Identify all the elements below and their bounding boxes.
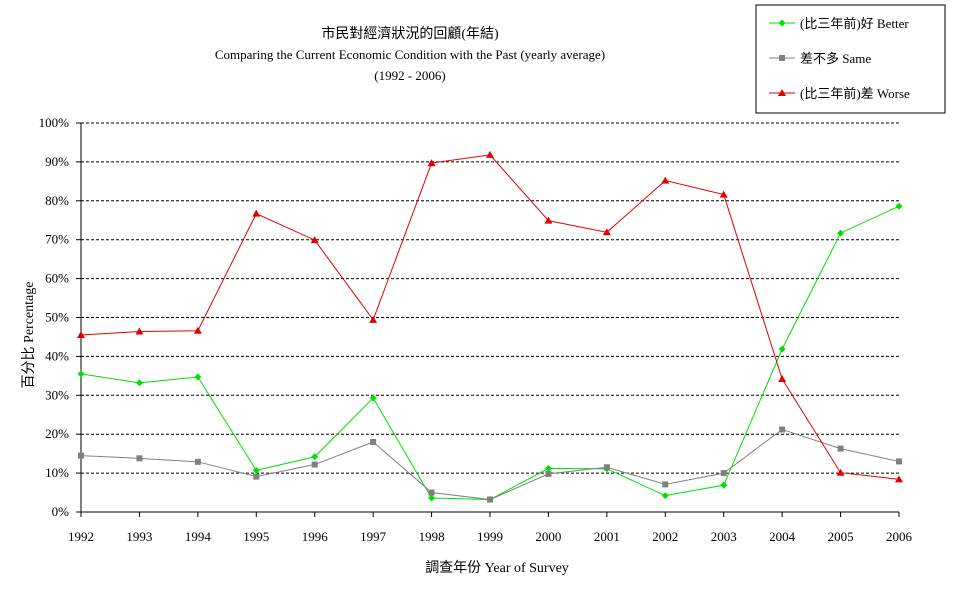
y-tick-label: 70% [45, 232, 69, 247]
data-point [895, 202, 903, 210]
data-point [194, 373, 202, 381]
chart-subtitle: Comparing the Current Economic Condition… [215, 47, 605, 62]
series-layer [77, 150, 903, 504]
series-1 [77, 202, 903, 504]
x-tick-label: 2005 [828, 529, 854, 544]
data-point [719, 190, 728, 198]
series-line [80, 205, 900, 501]
x-tick-label: 1992 [68, 529, 94, 544]
data-point [369, 394, 377, 402]
x-tick-label: 2003 [711, 529, 737, 544]
legend-item: (比三年前)差 Worse [769, 86, 910, 101]
x-tick-label: 2006 [886, 529, 913, 544]
data-point [311, 453, 319, 461]
x-tick-label: 1997 [360, 529, 387, 544]
data-point [545, 470, 552, 477]
data-point [428, 494, 436, 502]
y-tick-label: 90% [45, 154, 69, 169]
y-axis-label: 百分比 Percentage [21, 282, 37, 389]
chart-title: 市民對經濟狀況的回顧(年結) [321, 25, 499, 42]
data-point [603, 464, 610, 471]
y-tick-label: 0% [52, 504, 70, 519]
data-point [837, 229, 845, 237]
data-point [370, 438, 377, 445]
data-point [486, 150, 494, 158]
legend: (比三年前)好 Better 差不多 Same (比三年前)差 Worse [755, 4, 946, 114]
data-point [837, 445, 844, 452]
y-tick-label: 20% [45, 426, 69, 441]
data-point [193, 326, 202, 334]
data-point [778, 345, 786, 353]
y-tick-label: 10% [45, 465, 69, 480]
legend-label: 差不多 Same [800, 51, 871, 66]
data-point [661, 492, 669, 500]
data-point [369, 315, 378, 323]
data-point [544, 216, 553, 224]
data-point [661, 176, 670, 184]
series-2 [78, 426, 902, 503]
x-tick-label: 2004 [769, 529, 796, 544]
data-point [487, 496, 493, 503]
data-point [428, 489, 435, 496]
data-point [778, 374, 787, 382]
data-point [77, 370, 85, 378]
legend-marker [778, 19, 786, 27]
data-point [135, 327, 144, 335]
data-point [78, 452, 84, 459]
y-tick-labels: 0% 10% 20% 30% 40% 50% 60% 70% 80% 90% 100% [39, 115, 81, 519]
data-point [311, 461, 318, 468]
chart-period: (1992 - 2006) [374, 68, 446, 83]
y-tick-label: 60% [45, 271, 69, 286]
data-point [136, 455, 143, 462]
series-3 [77, 150, 903, 483]
x-tick-labels: 1992 1993 1994 1995 1996 1997 1998 1999 2000 2001… [68, 512, 913, 544]
data-point [720, 470, 727, 477]
data-point [77, 331, 85, 339]
y-tick-label: 80% [45, 193, 69, 208]
data-point [895, 475, 903, 483]
data-point [253, 473, 260, 480]
data-point [252, 466, 260, 474]
legend-marker [778, 89, 786, 96]
data-point [662, 481, 669, 488]
series-line [80, 428, 900, 501]
x-tick-label: 1998 [419, 529, 445, 544]
data-point [896, 458, 902, 465]
x-tick-label: 2002 [652, 529, 678, 544]
gridlines [81, 122, 899, 474]
y-tick-label: 40% [45, 348, 69, 363]
data-point [779, 426, 786, 433]
x-tick-label: 2001 [594, 529, 620, 544]
x-tick-label: 1994 [185, 529, 212, 544]
data-point [427, 159, 436, 167]
legend-item: (比三年前)好 Better [769, 16, 909, 31]
x-tick-label: 1999 [477, 529, 503, 544]
x-tick-label: 1995 [243, 529, 269, 544]
x-tick-label: 2000 [535, 529, 561, 544]
data-point [252, 209, 261, 217]
x-axis-label: 調查年份 Year of Survey [425, 560, 569, 576]
x-tick-label: 1993 [126, 529, 152, 544]
data-point [135, 379, 143, 387]
y-tick-label: 30% [45, 387, 69, 402]
legend-marker [779, 55, 785, 61]
data-point [544, 464, 552, 472]
data-point [720, 481, 728, 489]
legend-label: (比三年前)好 Better [800, 16, 909, 31]
data-point [194, 458, 201, 465]
x-tick-label: 1996 [302, 529, 329, 544]
legend-label: (比三年前)差 Worse [800, 86, 910, 101]
y-tick-label: 50% [45, 310, 69, 325]
data-point [836, 468, 845, 476]
data-point [602, 228, 611, 236]
y-tick-label: 100% [39, 115, 70, 130]
legend-item: 差不多 Same [769, 51, 871, 66]
data-point [310, 236, 319, 244]
